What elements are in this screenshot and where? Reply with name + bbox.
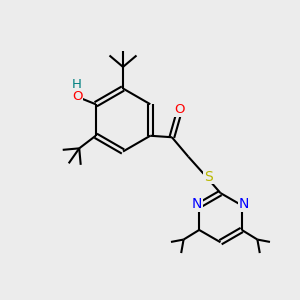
Text: S: S bbox=[204, 169, 213, 184]
Text: O: O bbox=[174, 103, 184, 116]
Text: O: O bbox=[72, 90, 83, 103]
Text: N: N bbox=[239, 197, 249, 211]
Text: H: H bbox=[72, 78, 82, 91]
Text: N: N bbox=[192, 197, 202, 211]
